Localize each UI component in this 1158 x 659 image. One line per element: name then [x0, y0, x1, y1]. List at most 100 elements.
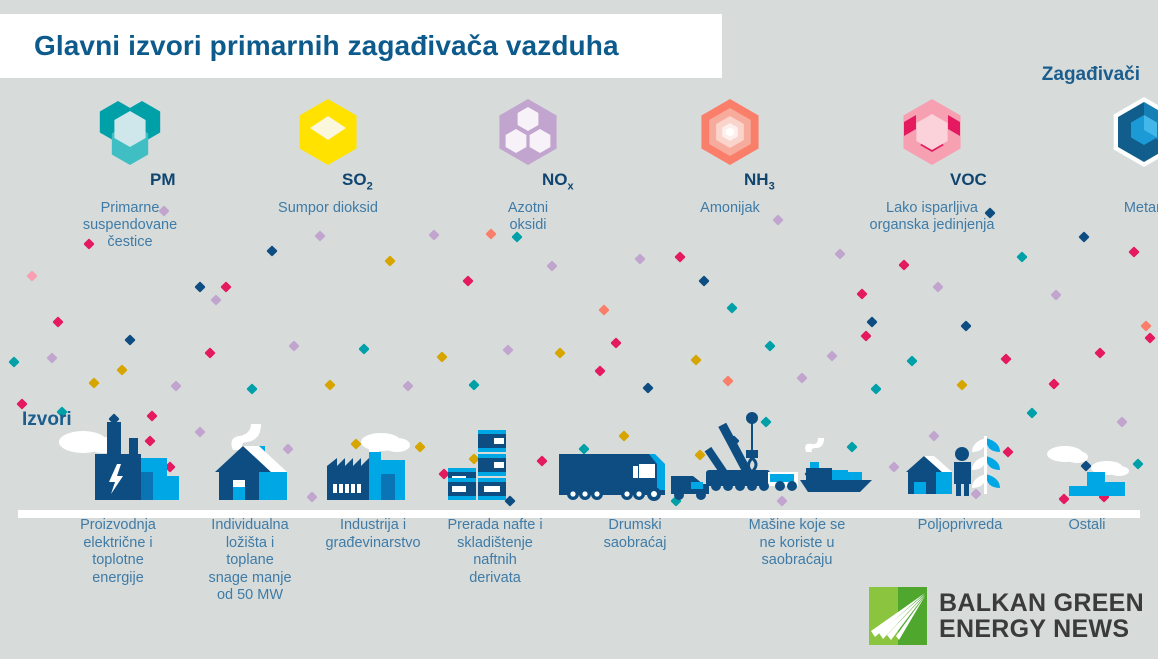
sources-heading: Izvori: [22, 409, 72, 430]
truck-icon: [545, 424, 725, 504]
source-label: Individualna ložišta i toplane snage man…: [208, 517, 292, 603]
logo-text: BALKAN GREEN ENERGY NEWS: [939, 590, 1144, 642]
particle-dot: [88, 377, 100, 389]
particle-dot: [726, 302, 738, 314]
particle-dot: [956, 379, 968, 391]
particle-dot: [960, 320, 972, 332]
pollutant-ch4: CH4 Metan: [1054, 96, 1158, 217]
pollutant-name: Metan: [1123, 200, 1158, 216]
particle-dot: [194, 281, 206, 293]
factory-icon: [283, 424, 463, 504]
particle-dot: [116, 364, 128, 376]
particle-dot: [266, 245, 278, 257]
page-title: Glavni izvori primarnih zagađivača vazdu…: [34, 30, 619, 61]
pollutant-code: SO2: [342, 170, 373, 192]
ground-line: [18, 510, 1140, 518]
pollutant-code: PM: [150, 170, 176, 190]
pollutant-code-sub: 3: [768, 180, 775, 193]
pollutant-code: VOC: [950, 170, 987, 190]
particle-dot: [546, 260, 558, 272]
particle-dot: [324, 379, 336, 391]
particle-dot: [462, 275, 474, 287]
particle-dot: [204, 347, 216, 359]
pollutant-so2: SO2 Sumpor dioksid: [238, 96, 418, 217]
pollutant-code-text: NO: [542, 170, 568, 189]
particle-dot: [870, 383, 882, 395]
particle-dot: [210, 294, 222, 306]
particle-dot: [764, 340, 776, 352]
particle-dot: [866, 316, 878, 328]
source-item: Ostali: [1022, 424, 1152, 535]
source-item: Proizvodnja električne i toplotne energi…: [28, 422, 208, 587]
green-rays-logo-icon: [869, 587, 927, 645]
pollutant-code-text: SO: [342, 170, 367, 189]
particle-dot: [642, 382, 654, 394]
brand-logo: BALKAN GREEN ENERGY NEWS: [869, 587, 1144, 645]
particle-dot: [8, 356, 20, 368]
source-item: Drumski saobraćaj: [545, 424, 725, 552]
particle-dot: [220, 281, 232, 293]
particle-dot: [1026, 407, 1038, 419]
pollutant-pm: PM Primarne suspendovane čestice: [40, 96, 220, 251]
source-item: Individualna ložišta i toplane snage man…: [160, 424, 340, 605]
particle-dot: [906, 355, 918, 367]
particle-dot: [598, 304, 610, 316]
particle-dot: [52, 316, 64, 328]
particle-dot: [722, 375, 734, 387]
particle-dot: [1016, 251, 1028, 263]
oil-barrels-icon: [405, 424, 585, 504]
house-heating-icon: [160, 424, 340, 504]
pollutant-code: NOx: [542, 170, 574, 192]
source-label: Prerada nafte i skladištenje naftnih der…: [447, 517, 543, 586]
ch4-hexagon-icon: CH4: [1106, 96, 1158, 176]
particle-dot: [402, 380, 414, 392]
particle-dot: [698, 275, 710, 287]
particle-dot: [1048, 378, 1060, 390]
source-item: Prerada nafte i skladištenje naftnih der…: [405, 424, 585, 587]
particle-dot: [690, 354, 702, 366]
so2-hexagon-icon: SO2: [290, 96, 373, 192]
particle-dot: [1000, 353, 1012, 365]
pollutant-name: Primarne suspendovane čestice: [82, 200, 178, 250]
pollutant-name: Azotni oksidi: [507, 200, 549, 233]
particle-dot: [170, 380, 182, 392]
particle-dot: [860, 330, 872, 342]
pollutants-heading: Zagađivači: [1041, 64, 1140, 85]
particle-dot: [610, 337, 622, 349]
particle-dot: [634, 253, 646, 265]
particle-dot: [898, 259, 910, 271]
source-item: Industrija i građevinarstvo: [283, 424, 463, 552]
particle-dot: [16, 398, 28, 410]
voc-hexagon-icon: VOC: [894, 96, 987, 189]
pollutant-voc: VOC Lako isparljiva organska jedinjenja: [842, 96, 1022, 234]
pollutant-name: Amonijak: [700, 200, 760, 216]
particle-dot: [554, 347, 566, 359]
pollutant-code-text: NH: [744, 170, 769, 189]
particle-dot: [502, 344, 514, 356]
source-item: Mašine koje se ne koriste u saobraćaju: [700, 412, 894, 570]
particle-dot: [1128, 246, 1140, 258]
pollutant-code-text: VOC: [950, 170, 987, 189]
source-label: Ostali: [1068, 517, 1106, 533]
pollutant-code-sub: 2: [366, 180, 373, 193]
title-banner: Glavni izvori primarnih zagađivača vazdu…: [0, 14, 722, 78]
pollutant-name: Lako isparljiva organska jedinjenja: [869, 200, 995, 233]
particle-dot: [826, 350, 838, 362]
crane-ship-icon: [700, 412, 894, 504]
power-plant-icon: [28, 422, 208, 504]
source-label: Drumski saobraćaj: [603, 517, 667, 551]
particle-dot: [1140, 320, 1152, 332]
particle-dot: [796, 372, 808, 384]
farm-icon: [880, 424, 1040, 504]
pm-hexagon-cluster-icon: PM: [92, 96, 176, 189]
source-label: Mašine koje se ne koriste u saobraćaju: [748, 517, 846, 568]
logo-line-1: BALKAN GREEN: [939, 589, 1144, 617]
particle-dot: [1144, 332, 1156, 344]
particle-dot: [932, 281, 944, 293]
particle-dot: [26, 270, 38, 282]
pollutant-name: Sumpor dioksid: [278, 200, 378, 216]
pollutant-nh3: NH3 Amonijak: [640, 96, 820, 217]
particle-dot: [1050, 289, 1062, 301]
particle-dot: [124, 334, 136, 346]
